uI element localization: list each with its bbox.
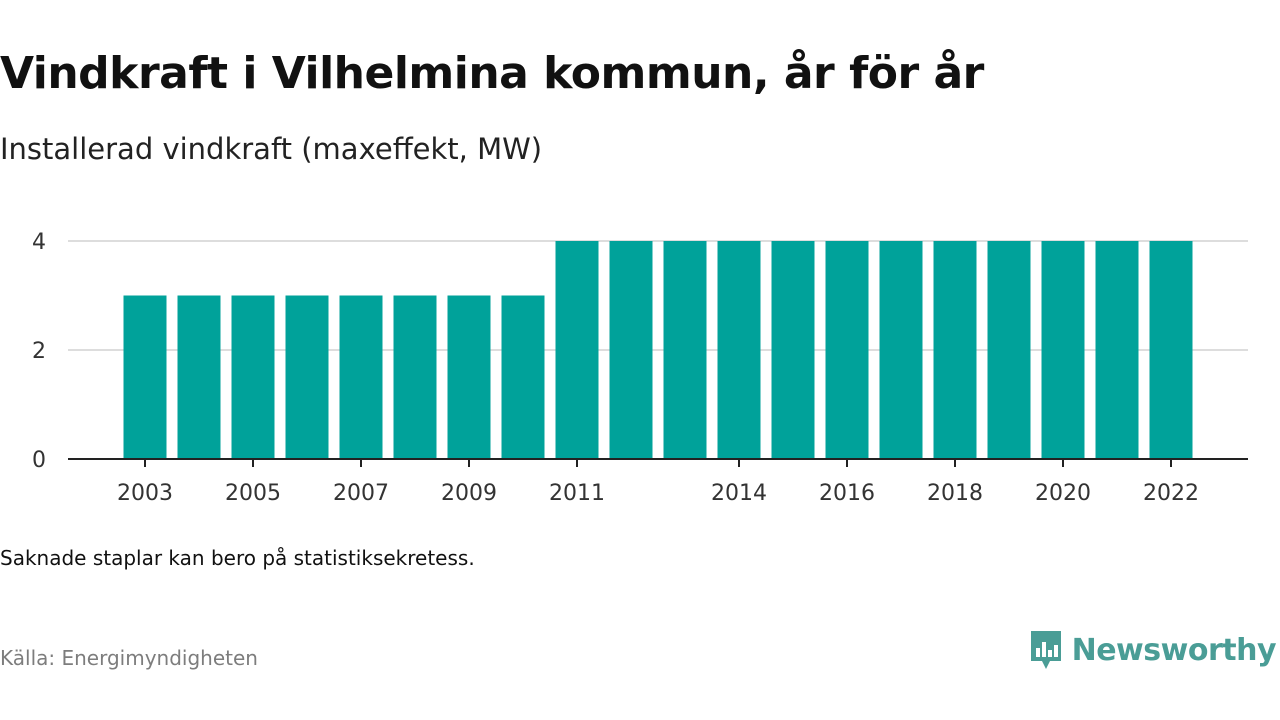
x-tick-label: 2020: [1035, 481, 1091, 506]
bar: [987, 241, 1031, 459]
bar: [933, 241, 977, 459]
bar: [177, 295, 221, 459]
chart-title: Vindkraft i Vilhelmina kommun, år för år: [0, 48, 984, 99]
x-tick-label: 2007: [333, 481, 389, 506]
bar: [1149, 241, 1193, 459]
bars: [123, 241, 1193, 459]
footnote: Saknade staplar kan bero på statistiksek…: [0, 546, 475, 570]
bar: [609, 241, 653, 459]
y-tick-label: 0: [32, 448, 46, 473]
y-tick-label: 4: [32, 230, 46, 255]
x-tick-label: 2003: [117, 481, 173, 506]
y-tick-label: 2: [32, 339, 46, 364]
bar: [555, 241, 599, 459]
bar: [285, 295, 329, 459]
source-text: Källa: Energimyndigheten: [0, 646, 258, 670]
bar: [1041, 241, 1085, 459]
x-tick-label: 2005: [225, 481, 281, 506]
brand-logo: Newsworthy: [1028, 628, 1277, 672]
x-tick-label: 2009: [441, 481, 497, 506]
bar: [393, 295, 437, 459]
bar: [447, 295, 491, 459]
bar: [1095, 241, 1139, 459]
newsworthy-logo-icon: [1030, 631, 1061, 669]
bar: [663, 241, 707, 459]
bar: [717, 241, 761, 459]
x-tick-label: 2016: [819, 481, 875, 506]
bar: [123, 295, 167, 459]
x-tick-label: 2022: [1143, 481, 1199, 506]
chart-subtitle: Installerad vindkraft (maxeffekt, MW): [0, 132, 543, 166]
x-tick-label: 2014: [711, 481, 767, 506]
bar: [501, 295, 545, 459]
bar: [771, 241, 815, 459]
x-tick-label: 2018: [927, 481, 983, 506]
bar: [339, 295, 383, 459]
bar: [825, 241, 869, 459]
brand-name: Newsworthy: [1071, 632, 1277, 668]
axes: 0 2 4 2003 2005 2007 2009 2011 2014 2016 2018 2020 2…: [32, 230, 1248, 506]
bar: [231, 295, 275, 459]
bar-chart: 0 2 4 2003 2005 2007 2009 2011 2014 2016 2018 2020 2…: [32, 230, 1248, 506]
bar: [879, 241, 923, 459]
x-tick-label: 2011: [549, 481, 605, 506]
